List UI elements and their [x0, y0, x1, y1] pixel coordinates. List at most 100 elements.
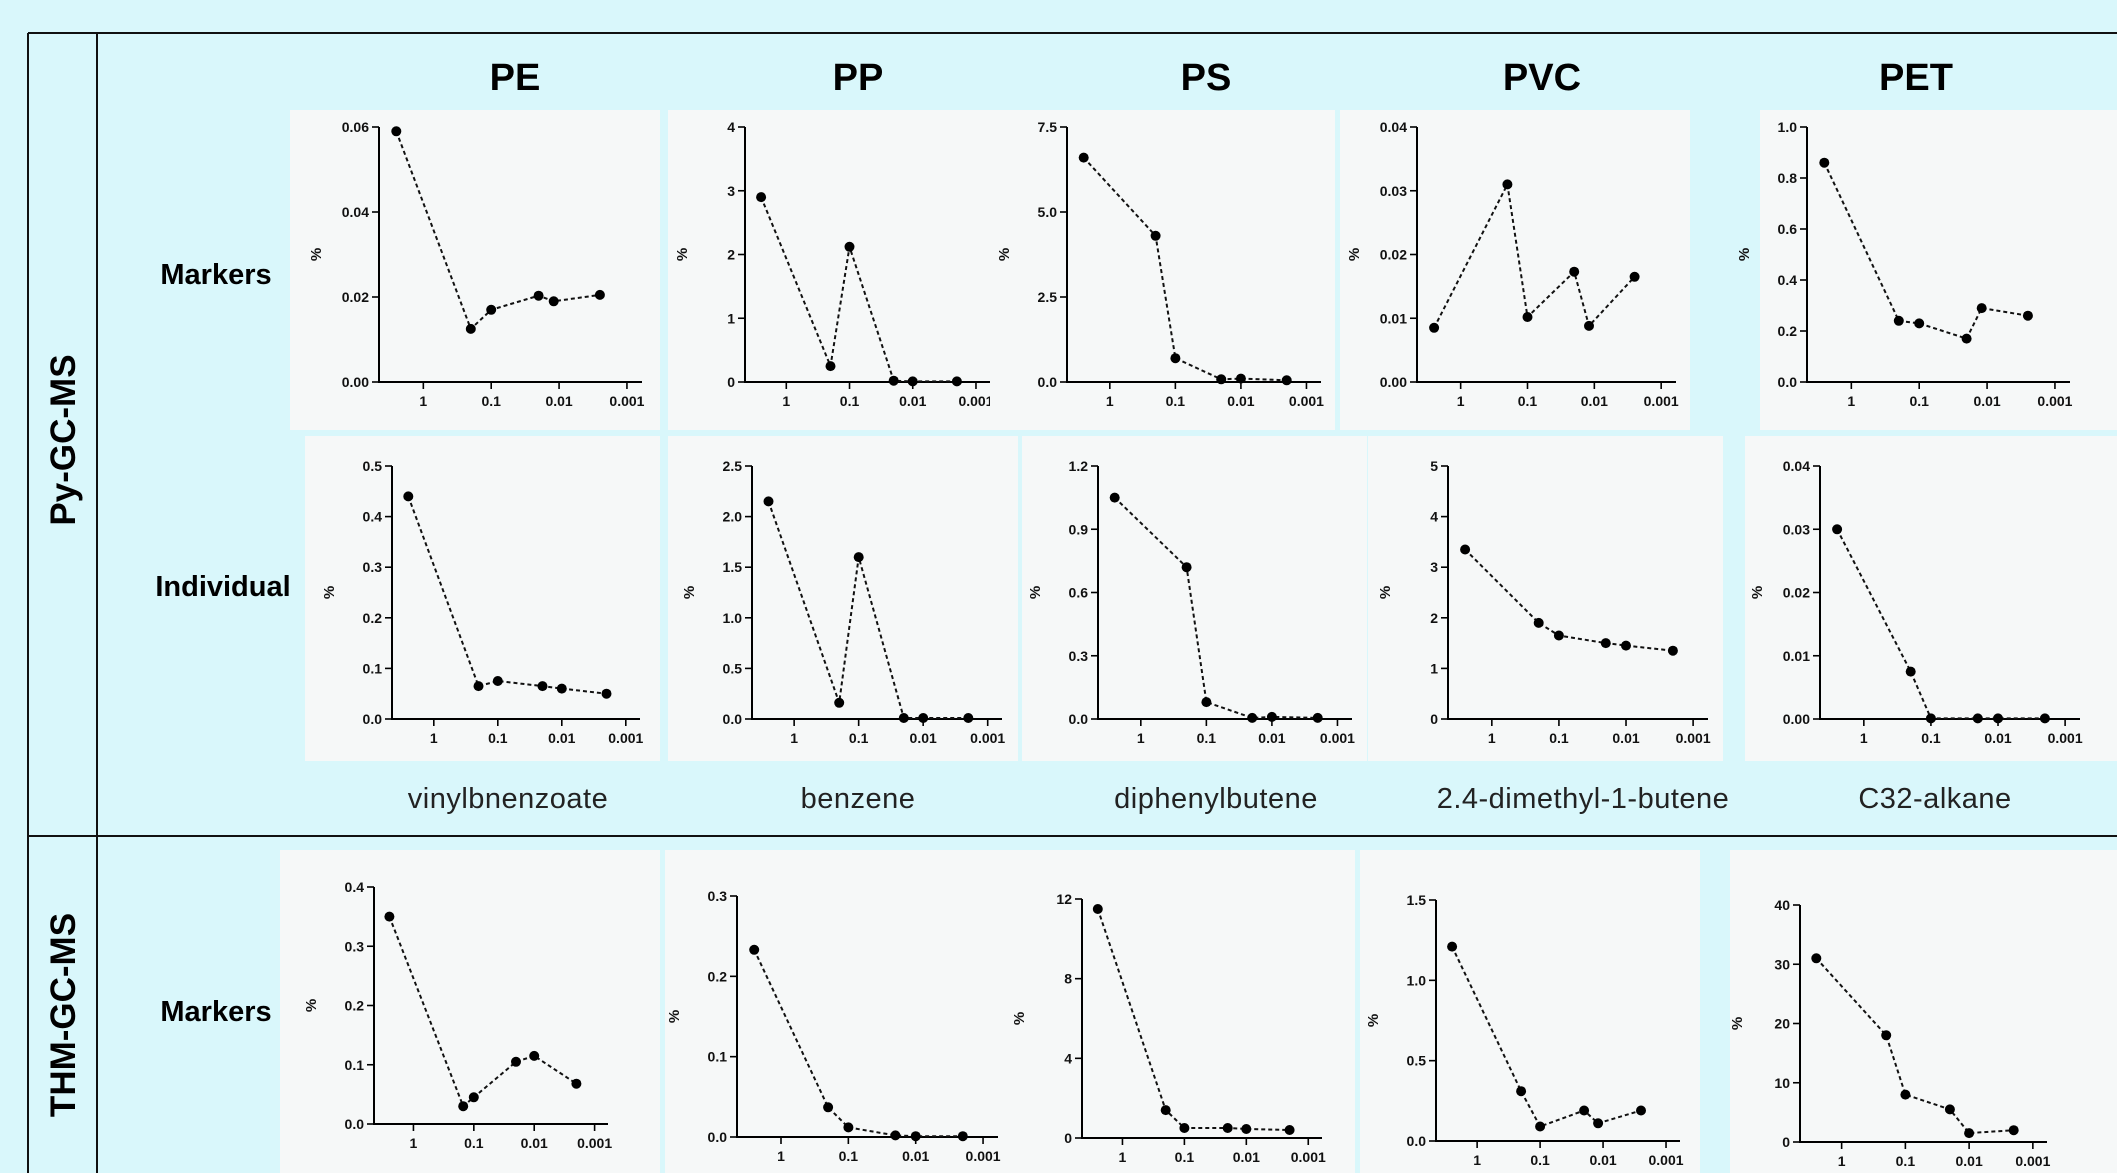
series-line: [753, 949, 963, 1138]
y-axis-label: %: [1027, 586, 1044, 599]
data-point: [890, 1130, 901, 1141]
y-tick-label: 12: [1056, 891, 1072, 907]
y-tick-label: 0.2: [708, 968, 728, 984]
data-point: [1832, 524, 1843, 535]
data-point: [907, 376, 918, 387]
data-point: [468, 1092, 479, 1103]
x-tick-label: 1: [1860, 730, 1868, 746]
data-point: [853, 552, 864, 563]
series-line: [1451, 946, 1642, 1128]
data-point: [391, 126, 402, 137]
x-tick-label: 1: [1119, 1149, 1127, 1165]
panel-background: [668, 110, 998, 430]
chart-panel-15: 0 10 20 30 40 1 0.1 0.01 0.001%: [1729, 850, 2117, 1173]
data-point: [888, 375, 899, 386]
y-tick-label: 3: [727, 183, 735, 199]
y-tick-label: 0.0: [1069, 711, 1089, 727]
x-tick-label: 0.001: [1320, 730, 1355, 746]
chart-panel-3: 0.0 2.5 5.0 7.5 1 0.1 0.01 0.001%: [990, 110, 1335, 430]
chart-panel-4: 0.00 0.01 0.02 0.03 0.04 1 0.1 0.01 0.001%: [1340, 110, 1690, 430]
data-point: [1944, 1104, 1955, 1115]
chart-panel-1: 0.00 0.02 0.04 0.06 1 0.1 0.01 0.001%: [290, 110, 660, 430]
data-point: [1150, 230, 1161, 241]
x-tick-label: 0.01: [1589, 1152, 1616, 1168]
panel-background: [1730, 850, 2117, 1173]
series-line: [1114, 496, 1318, 719]
chart-panel-5: 0.0 0.2 0.4 0.6 0.8 1.0 1 0.1 0.01 0.001%: [1736, 110, 2117, 430]
data-point: [556, 683, 567, 694]
x-tick-label: 0.1: [481, 393, 501, 409]
x-tick-label: 0.001: [609, 393, 644, 409]
x-tick-label: 1: [777, 1148, 785, 1164]
data-point: [1972, 713, 1983, 724]
data-point: [763, 496, 774, 507]
y-axis-label: %: [1011, 1012, 1028, 1025]
data-point: [571, 1078, 582, 1089]
y-tick-label: 0.4: [345, 879, 365, 895]
data-point: [1284, 1125, 1295, 1135]
chart-panel-10: 0.00 0.01 0.02 0.03 0.04 1 0.1 0.01 0.001%: [1745, 436, 2117, 761]
y-tick-label: 0.01: [1380, 310, 1407, 326]
y-tick-label: 0: [1064, 1130, 1072, 1146]
panel-background: [665, 850, 1010, 1173]
y-tick-label: 0.0: [345, 1116, 365, 1132]
data-point: [1460, 544, 1471, 555]
y-tick-label: 0.03: [1380, 183, 1407, 199]
x-tick-label: 0.001: [958, 393, 993, 409]
x-tick-label: 0.01: [899, 393, 926, 409]
data-point: [2008, 1125, 2019, 1136]
chart-panel-8: 0.0 0.3 0.6 0.9 1.2 1 0.1 0.01 0.001%: [1022, 436, 1367, 761]
x-tick-label: 0.1: [1197, 730, 1217, 746]
y-tick-label: 0.01: [1783, 648, 1810, 664]
series-line: [1464, 548, 1674, 652]
y-tick-label: 7.5: [1038, 119, 1058, 135]
y-axis-label: %: [996, 248, 1013, 261]
x-tick-label: 0.001: [2015, 1153, 2050, 1169]
data-point: [1579, 1105, 1590, 1116]
data-point: [1569, 266, 1580, 277]
data-point: [537, 681, 548, 692]
data-point: [492, 676, 503, 686]
x-tick-label: 0.1: [488, 730, 508, 746]
y-axis-label: %: [1365, 1014, 1382, 1027]
x-tick-label: 0.001: [966, 1148, 1001, 1164]
data-point: [918, 713, 929, 723]
data-point: [1629, 271, 1640, 282]
charts-layer: 0.000.020.040.061 0.1 0.01 0.001% 0 12 3 4 1 0.1 0…: [280, 110, 2117, 1173]
data-point: [1522, 312, 1533, 322]
x-tick-label: 0.001: [1649, 1152, 1684, 1168]
x-tick-label: 0.01: [521, 1135, 548, 1151]
y-tick-label: 0.0: [363, 711, 383, 727]
panel-background: [305, 436, 660, 761]
y-tick-label: 0.8: [1778, 170, 1798, 186]
y-tick-label: 0.3: [1069, 648, 1089, 664]
data-point: [511, 1056, 521, 1067]
y-tick-label: 1.5: [1407, 892, 1427, 908]
chart-panel-6: 0.0 0.1 0.2 0.3 0.4 0.5 1 0.1 0.01 0.001%: [305, 436, 660, 761]
compound-label-pp: benzene: [801, 783, 916, 815]
y-tick-label: 0: [1782, 1134, 1790, 1150]
panel-background: [280, 850, 660, 1173]
data-point: [1281, 375, 1292, 386]
panel-background: [1340, 110, 1690, 430]
side-label-py: Py-GC-MS: [44, 354, 83, 525]
x-tick-label: 0.001: [2048, 730, 2083, 746]
y-tick-label: 0: [727, 374, 735, 390]
x-tick-label: 0.01: [902, 1148, 929, 1164]
x-tick-label: 0.1: [1518, 393, 1538, 409]
y-tick-label: 0.0: [1407, 1133, 1427, 1149]
row-label-markers-thm: Markers: [160, 996, 271, 1028]
side-label-thm: THM-GC-MS: [44, 913, 83, 1117]
x-tick-label: 1: [790, 730, 798, 746]
data-point: [1993, 713, 2003, 724]
column-header-pet: PET: [1879, 57, 1953, 99]
data-point: [1819, 157, 1830, 168]
data-point: [1516, 1086, 1527, 1097]
column-header-ps: PS: [1181, 57, 1232, 99]
x-tick-label: 0.1: [839, 1148, 859, 1164]
y-tick-label: 4: [1430, 509, 1438, 525]
data-point: [594, 289, 605, 300]
data-point: [1160, 1105, 1171, 1116]
series-line: [1836, 528, 2045, 720]
